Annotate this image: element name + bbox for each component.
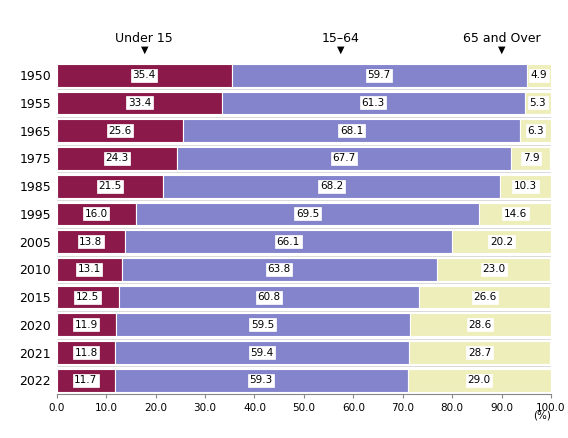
Text: 29.0: 29.0 — [467, 375, 491, 385]
Bar — [57, 258, 122, 281]
Text: ▼: ▼ — [498, 45, 506, 55]
Text: 65 and Over: 65 and Over — [463, 32, 540, 45]
Bar — [527, 64, 551, 87]
Bar — [57, 64, 232, 87]
Text: 24.3: 24.3 — [105, 153, 128, 163]
Text: 20.2: 20.2 — [490, 237, 513, 247]
Bar — [419, 286, 550, 308]
Bar — [183, 119, 520, 142]
Text: 15–64: 15–64 — [322, 32, 360, 45]
Bar — [115, 341, 408, 364]
Text: 35.4: 35.4 — [133, 70, 156, 80]
Text: 66.1: 66.1 — [277, 237, 300, 247]
Bar — [511, 147, 550, 170]
Bar — [57, 314, 116, 336]
Text: (%): (%) — [533, 410, 551, 420]
Bar — [116, 314, 410, 336]
Bar — [57, 341, 115, 364]
Text: 25.6: 25.6 — [108, 126, 132, 136]
Bar — [437, 258, 550, 281]
Bar — [410, 314, 551, 336]
Text: 59.3: 59.3 — [249, 375, 273, 385]
Text: 14.6: 14.6 — [504, 209, 527, 219]
Bar — [57, 230, 125, 253]
Bar — [57, 286, 119, 308]
Bar — [408, 341, 550, 364]
Bar — [479, 202, 552, 225]
Bar — [119, 286, 419, 308]
Text: 61.3: 61.3 — [362, 98, 385, 108]
Text: 63.8: 63.8 — [268, 265, 291, 274]
Text: 5.3: 5.3 — [529, 98, 546, 108]
Text: 13.1: 13.1 — [78, 265, 101, 274]
Bar — [115, 369, 408, 392]
Bar — [222, 92, 525, 114]
Bar — [57, 202, 136, 225]
Bar — [520, 119, 551, 142]
Text: 69.5: 69.5 — [296, 209, 319, 219]
Text: 16.0: 16.0 — [85, 209, 108, 219]
Text: Under 15: Under 15 — [115, 32, 173, 45]
Text: 60.8: 60.8 — [257, 292, 281, 302]
Text: 28.6: 28.6 — [469, 320, 492, 330]
Bar — [500, 175, 551, 198]
Bar — [525, 92, 551, 114]
Text: 68.1: 68.1 — [340, 126, 363, 136]
Bar — [163, 175, 500, 198]
Text: 28.7: 28.7 — [468, 348, 491, 357]
Text: 59.5: 59.5 — [251, 320, 274, 330]
Text: 10.3: 10.3 — [514, 181, 537, 191]
Bar — [57, 147, 177, 170]
Bar — [177, 147, 511, 170]
Bar — [232, 64, 527, 87]
Text: 11.8: 11.8 — [74, 348, 98, 357]
Bar — [57, 119, 183, 142]
Text: 11.9: 11.9 — [74, 320, 98, 330]
Bar — [408, 369, 551, 392]
Bar — [122, 258, 437, 281]
Text: 67.7: 67.7 — [332, 153, 356, 163]
Text: 26.6: 26.6 — [473, 292, 496, 302]
Text: 7.9: 7.9 — [523, 153, 539, 163]
Text: 59.4: 59.4 — [250, 348, 274, 357]
Bar — [57, 92, 222, 114]
Bar — [57, 369, 115, 392]
Text: 6.3: 6.3 — [527, 126, 544, 136]
Text: 12.5: 12.5 — [76, 292, 99, 302]
Text: 21.5: 21.5 — [98, 181, 122, 191]
Text: 68.2: 68.2 — [320, 181, 343, 191]
Bar — [136, 202, 479, 225]
Text: 33.4: 33.4 — [128, 98, 151, 108]
Bar — [57, 175, 163, 198]
Text: 59.7: 59.7 — [367, 70, 391, 80]
Text: 4.9: 4.9 — [531, 70, 547, 80]
Text: 11.7: 11.7 — [74, 375, 97, 385]
Text: ▼: ▼ — [140, 45, 148, 55]
Bar — [125, 230, 452, 253]
Text: 13.8: 13.8 — [80, 237, 102, 247]
Bar — [452, 230, 552, 253]
Text: 23.0: 23.0 — [482, 265, 505, 274]
Text: ▼: ▼ — [337, 45, 345, 55]
